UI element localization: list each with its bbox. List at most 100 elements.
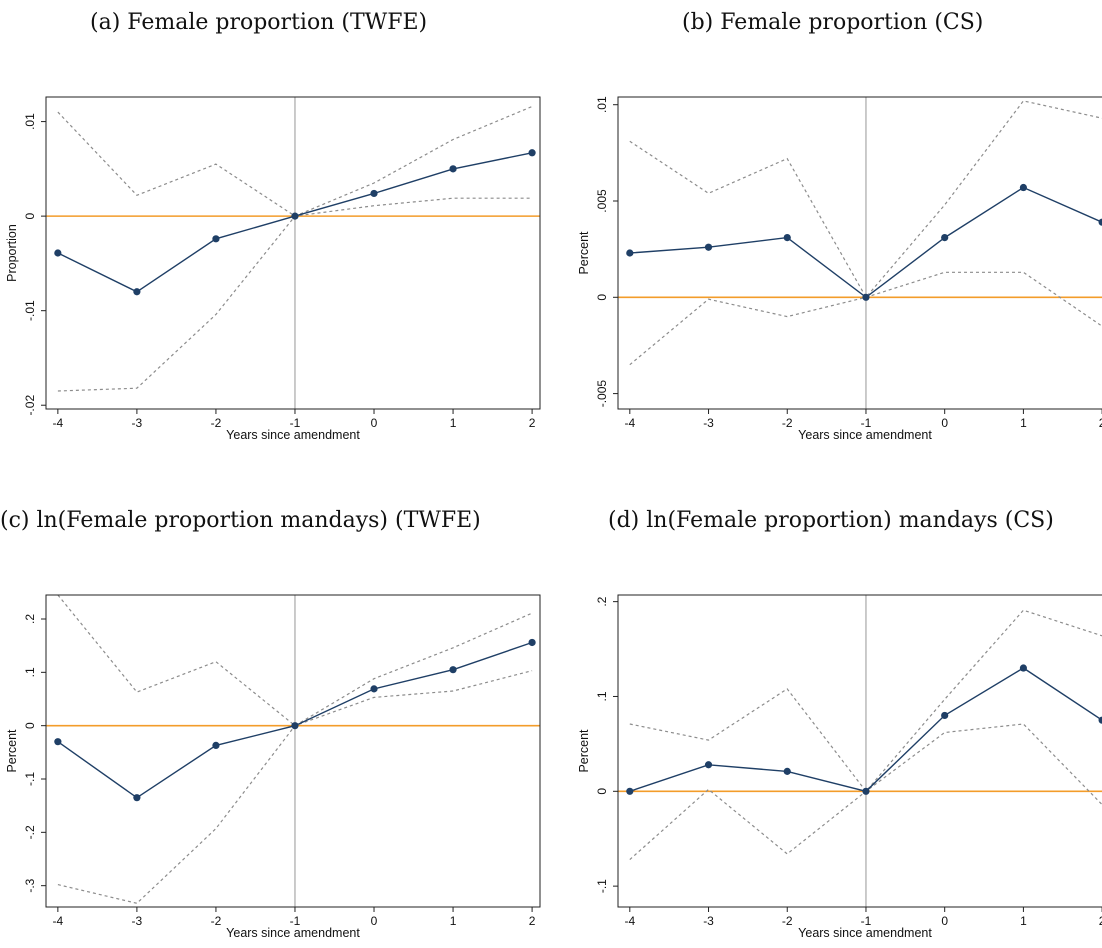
estimate-point xyxy=(212,741,220,750)
estimate-point xyxy=(291,722,299,730)
y-tick-label: .01 xyxy=(595,96,609,113)
plot-area-b xyxy=(618,97,1102,409)
estimate-point xyxy=(528,638,536,647)
estimate-point xyxy=(528,149,536,157)
estimate-point xyxy=(54,738,62,746)
x-tick-label: -3 xyxy=(703,914,714,928)
plot-frame xyxy=(617,96,1102,410)
plot-area-d xyxy=(618,595,1102,907)
chart-b: -4 -3 -2 -1 0 1 2 .01 .005 0 -.005 Years since amen… xyxy=(577,96,1102,442)
y-axis-label: Percent xyxy=(577,729,591,773)
y-tick-label: 0 xyxy=(595,294,609,301)
ci-upper-line xyxy=(57,595,533,727)
estimate-point xyxy=(783,233,791,242)
x-tick-label: -2 xyxy=(211,416,222,430)
estimate-point xyxy=(1098,716,1102,724)
x-tick-label: 2 xyxy=(1099,914,1102,928)
x-tick-label: -1 xyxy=(290,416,301,430)
y-tick-label: .2 xyxy=(595,596,609,606)
x-axis-label: Years since amendment xyxy=(798,926,932,940)
x-tick-label: 2 xyxy=(529,914,536,928)
estimate-point xyxy=(626,249,634,257)
estimate-point xyxy=(133,794,141,802)
plot-frame xyxy=(45,594,541,908)
x-tick-label: 1 xyxy=(1020,416,1027,430)
ci-upper-line xyxy=(629,609,1102,793)
x-tick-label: 2 xyxy=(529,416,536,430)
chart-a: -4 -3 -2 -1 0 1 2 .01 0 -.01 -.02 Years since amend… xyxy=(5,96,541,442)
y-tick-label: -.3 xyxy=(23,878,37,892)
estimate-point xyxy=(1098,218,1102,226)
estimate-point xyxy=(212,235,220,243)
y-tick-label: 0 xyxy=(23,722,37,729)
plot-area-c xyxy=(46,595,540,907)
panel-c-title: (c) ln(Female proportion mandays) (TWFE) xyxy=(0,508,481,533)
x-axis-label: Years since amendment xyxy=(226,428,360,442)
estimate-point xyxy=(1019,183,1028,192)
y-axis-label: Percent xyxy=(5,729,19,773)
estimate-point xyxy=(370,685,378,693)
x-tick-label: 1 xyxy=(450,416,457,430)
estimate-point xyxy=(54,249,62,257)
plot-frame xyxy=(617,594,1102,908)
y-tick-label: -.02 xyxy=(23,395,37,416)
chart-d: -4 -3 -2 -1 0 1 2 .2 .1 0 -.1 Years since amendment… xyxy=(577,594,1102,940)
y-tick-label: .01 xyxy=(23,113,37,130)
panel-b-title: (b) Female proportion (CS) xyxy=(682,10,984,35)
x-tick-label: -3 xyxy=(132,416,143,430)
x-tick-label: -4 xyxy=(53,416,64,430)
y-tick-label: .2 xyxy=(23,614,37,624)
x-tick-label: 0 xyxy=(941,416,948,430)
y-tick-label: 0 xyxy=(595,788,609,795)
x-tick-label: -4 xyxy=(624,914,635,928)
x-axis-label: Years since amendment xyxy=(798,428,932,442)
panel-a-title: (a) Female proportion (TWFE) xyxy=(90,10,428,35)
x-tick-label: -2 xyxy=(782,416,793,430)
y-tick-label: -.005 xyxy=(595,380,609,408)
y-tick-label: -.1 xyxy=(23,772,37,786)
estimate-point xyxy=(449,666,457,674)
x-tick-label: 0 xyxy=(371,914,378,928)
chart-c: -4 -3 -2 -1 0 1 2 .2 .1 0 -.1 -.2 -.3 Years since ame… xyxy=(5,594,541,940)
estimate-point xyxy=(626,787,634,795)
x-tick-label: 0 xyxy=(941,914,948,928)
y-tick-label: .1 xyxy=(23,667,37,677)
estimate-point xyxy=(1019,664,1028,672)
x-tick-label: -3 xyxy=(132,914,143,928)
y-tick-label: .1 xyxy=(595,691,609,701)
y-tick-label: .005 xyxy=(595,189,609,213)
estimate-point xyxy=(783,767,791,775)
estimate-point xyxy=(862,787,870,795)
estimate-point xyxy=(704,243,713,251)
plot-area-a xyxy=(46,97,540,409)
y-tick-label: -.01 xyxy=(23,300,37,321)
x-tick-label: 1 xyxy=(450,914,457,928)
y-tick-label: -.2 xyxy=(23,825,37,839)
x-tick-label: -3 xyxy=(703,416,714,430)
estimate-point xyxy=(941,233,949,242)
y-tick-label: 0 xyxy=(23,212,37,219)
estimate-point xyxy=(704,761,713,769)
estimate-point xyxy=(370,189,378,198)
plot-frame xyxy=(45,96,541,410)
estimate-point xyxy=(941,711,949,720)
x-tick-label: -2 xyxy=(211,914,222,928)
estimate-point xyxy=(291,212,299,220)
estimate-point xyxy=(449,165,457,173)
x-axis-label: Years since amendment xyxy=(226,926,360,940)
x-tick-label: -1 xyxy=(861,914,872,928)
estimate-point xyxy=(133,288,141,296)
x-tick-label: 0 xyxy=(371,416,378,430)
y-axis-label: Proportion xyxy=(5,224,19,282)
x-tick-label: 1 xyxy=(1020,914,1027,928)
y-tick-label: -.1 xyxy=(595,879,609,893)
x-tick-label: -1 xyxy=(290,914,301,928)
panel-d-title: (d) ln(Female proportion) mandays (CS) xyxy=(608,508,1054,533)
estimate-point xyxy=(862,293,870,301)
x-tick-label: -4 xyxy=(624,416,635,430)
x-tick-label: -4 xyxy=(53,914,64,928)
y-axis-label: Percent xyxy=(577,231,591,275)
x-tick-label: 2 xyxy=(1099,416,1102,430)
x-tick-label: -2 xyxy=(782,914,793,928)
